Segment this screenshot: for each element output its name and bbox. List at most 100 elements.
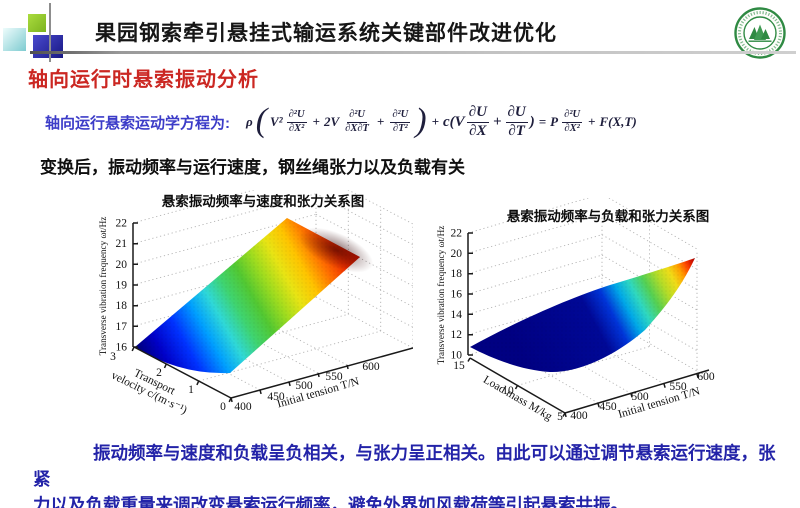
kinematics-equation: ρ ( V² ∂²U ∂X² + 2V ∂²U ∂X∂T + ∂²U ∂T² ) + …: [246, 104, 637, 140]
eq-frac2: ∂²U ∂X∂T: [343, 109, 371, 134]
eq-frac3-den: ∂T²: [392, 122, 408, 134]
eq-frac6-den: ∂X²: [564, 122, 580, 134]
chart-title: 悬索振动频率与负载和张力关系图: [507, 208, 710, 224]
chart-frequency-load-tension: 22 20 18 16 14 12 10 15 10 5 400 450 500…: [436, 198, 715, 423]
eq-rho: ρ: [246, 114, 253, 129]
velocity-tick-label: 3: [110, 351, 116, 363]
eq-lparen: (: [255, 102, 268, 139]
eq-plus3: +: [431, 114, 440, 129]
eq-plus1: +: [312, 114, 320, 129]
blue-square: [33, 35, 63, 58]
velocity-tick-label: 1: [188, 384, 194, 396]
z-tick-label: 12: [451, 329, 463, 341]
eq-frac5-den: ∂T: [508, 122, 525, 139]
tension-axis: [564, 369, 710, 418]
header-divider: [30, 51, 796, 54]
green-square: [28, 14, 46, 32]
tension-tick-label: 600: [697, 371, 715, 383]
velocity-tick-label: 0: [220, 401, 226, 413]
eq-rparen: ): [415, 102, 427, 139]
eq-term2-coef: 2V: [323, 114, 340, 129]
tension-axis-label: Initial tension T/N: [617, 385, 702, 421]
eq-frac2-num: ∂²U: [347, 109, 367, 123]
load-tick-label: 15: [453, 360, 465, 372]
chart-frequency-speed-tension: 22 21 20 19 18 17 16 3 2 1 0 400 450 500…: [98, 190, 413, 417]
z-tick-label: 17: [116, 321, 128, 333]
vertical-rule: [49, 3, 51, 62]
z-tick-label: 18: [451, 268, 463, 280]
z-tick-label: 18: [116, 300, 128, 312]
surface-mesh-overlay: [470, 258, 695, 373]
eq-equals: =: [538, 114, 547, 129]
transform-note: 变换后，振动频率与运行速度，钢丝绳张力以及负载有关: [40, 158, 465, 177]
slide-title: 果园钢索牵引悬挂式输运系统关键部件改进优化: [95, 22, 557, 45]
z-tick-label: 14: [451, 309, 463, 321]
equation-row: 轴向运行悬索运动学方程为: ρ ( V² ∂²U ∂X² + 2V ∂²U ∂X∂T…: [45, 94, 797, 150]
surface-mesh-overlay: [135, 218, 360, 374]
load-tick-label: 5: [557, 411, 563, 423]
eq-frac6: ∂²U ∂X²: [562, 109, 583, 134]
equation-intro-label: 轴向运行悬索运动学方程为:: [45, 114, 230, 132]
velocity-tick-label: 2: [156, 367, 162, 379]
section-heading: 轴向运行时悬索振动分析: [28, 69, 259, 91]
z-tick-label: 16: [451, 289, 463, 301]
eq-frac1: ∂²U ∂X²: [286, 109, 307, 134]
tension-tick-label: 400: [234, 401, 252, 413]
eq-frac5-num: ∂U: [505, 104, 528, 123]
eq-frac6-num: ∂²U: [562, 109, 583, 123]
tension-tick-label: 550: [669, 381, 687, 393]
eq-frac1-num: ∂²U: [286, 109, 307, 123]
z-axis-label: Transverse vibration frequency ωt/Hz: [98, 217, 108, 356]
eq-damping-group: c( V ∂U ∂X + ∂U ∂T ): [443, 104, 535, 140]
load-tick-label: 10: [502, 385, 514, 397]
eq-frac4-num: ∂U: [466, 104, 489, 123]
z-tick-label: 20: [116, 259, 128, 271]
z-axis: [467, 232, 473, 356]
eq-frac3-num: ∂²U: [390, 109, 411, 123]
conclusion-line-2: 力以及负载重量来调改变悬索运行频率，避免外界如风载荷等引起悬索共振。: [33, 495, 628, 508]
eq-frac4: ∂U ∂X: [466, 104, 489, 140]
load-axis-label: Load mass M/kg: [481, 374, 554, 423]
teal-square: [3, 28, 26, 51]
z-tick-label: 22: [116, 218, 128, 230]
grid-lines: [132, 190, 413, 391]
eq-v: V: [454, 113, 465, 130]
eq-frac4-den: ∂X: [469, 122, 487, 139]
conclusion-paragraph: 振动频率与速度和负载呈负相关，与张力呈正相关。由此可以通过调节悬索运行速度，张紧…: [33, 440, 781, 508]
tension-tick-label: 400: [570, 410, 588, 422]
eq-c-open: c(: [443, 113, 455, 130]
z-tick-label: 21: [116, 238, 128, 250]
university-emblem-logo: [734, 7, 786, 59]
z-tick-label: 19: [116, 280, 128, 292]
tension-tick-label: 500: [631, 391, 649, 403]
tension-tick-label: 450: [599, 401, 617, 413]
eq-plus2: +: [376, 114, 385, 129]
z-tick-label: 22: [451, 228, 463, 240]
velocity-axis: [131, 346, 232, 403]
z-axis: [132, 222, 138, 348]
eq-frac5: ∂U ∂T: [505, 104, 528, 140]
eq-term1-coef: V²: [270, 114, 283, 129]
eq-c-close: ): [529, 113, 535, 130]
emblem-ring-text: [738, 11, 782, 55]
eq-frac3: ∂²U ∂T²: [390, 109, 411, 134]
chart-title: 悬索振动频率与速度和张力关系图: [162, 193, 365, 209]
tension-tick-label: 450: [267, 391, 285, 403]
eq-plus4: +: [492, 113, 502, 130]
tension-axis-label: Initial tension T/N: [276, 375, 361, 410]
tension-tick-label: 550: [325, 371, 343, 383]
conclusion-line-1: 振动频率与速度和负载呈负相关，与张力呈正相关。由此可以通过调节悬索运行速度，张紧: [33, 443, 776, 489]
z-tick-label: 16: [116, 342, 128, 354]
load-axis: [467, 357, 566, 417]
eq-plus5: +: [588, 114, 596, 129]
tension-tick-label: 500: [295, 380, 313, 392]
z-tick-label: 20: [451, 248, 463, 260]
tension-tick-label: 600: [362, 361, 380, 373]
emblem-mountains-icon: [748, 24, 772, 42]
eq-p-coef: P: [550, 114, 559, 129]
eq-forcing-term: F(X,T): [599, 114, 637, 129]
eq-frac2-den: ∂X∂T: [345, 122, 369, 134]
z-tick-label: 10: [451, 350, 463, 362]
tension-axis: [230, 347, 413, 403]
